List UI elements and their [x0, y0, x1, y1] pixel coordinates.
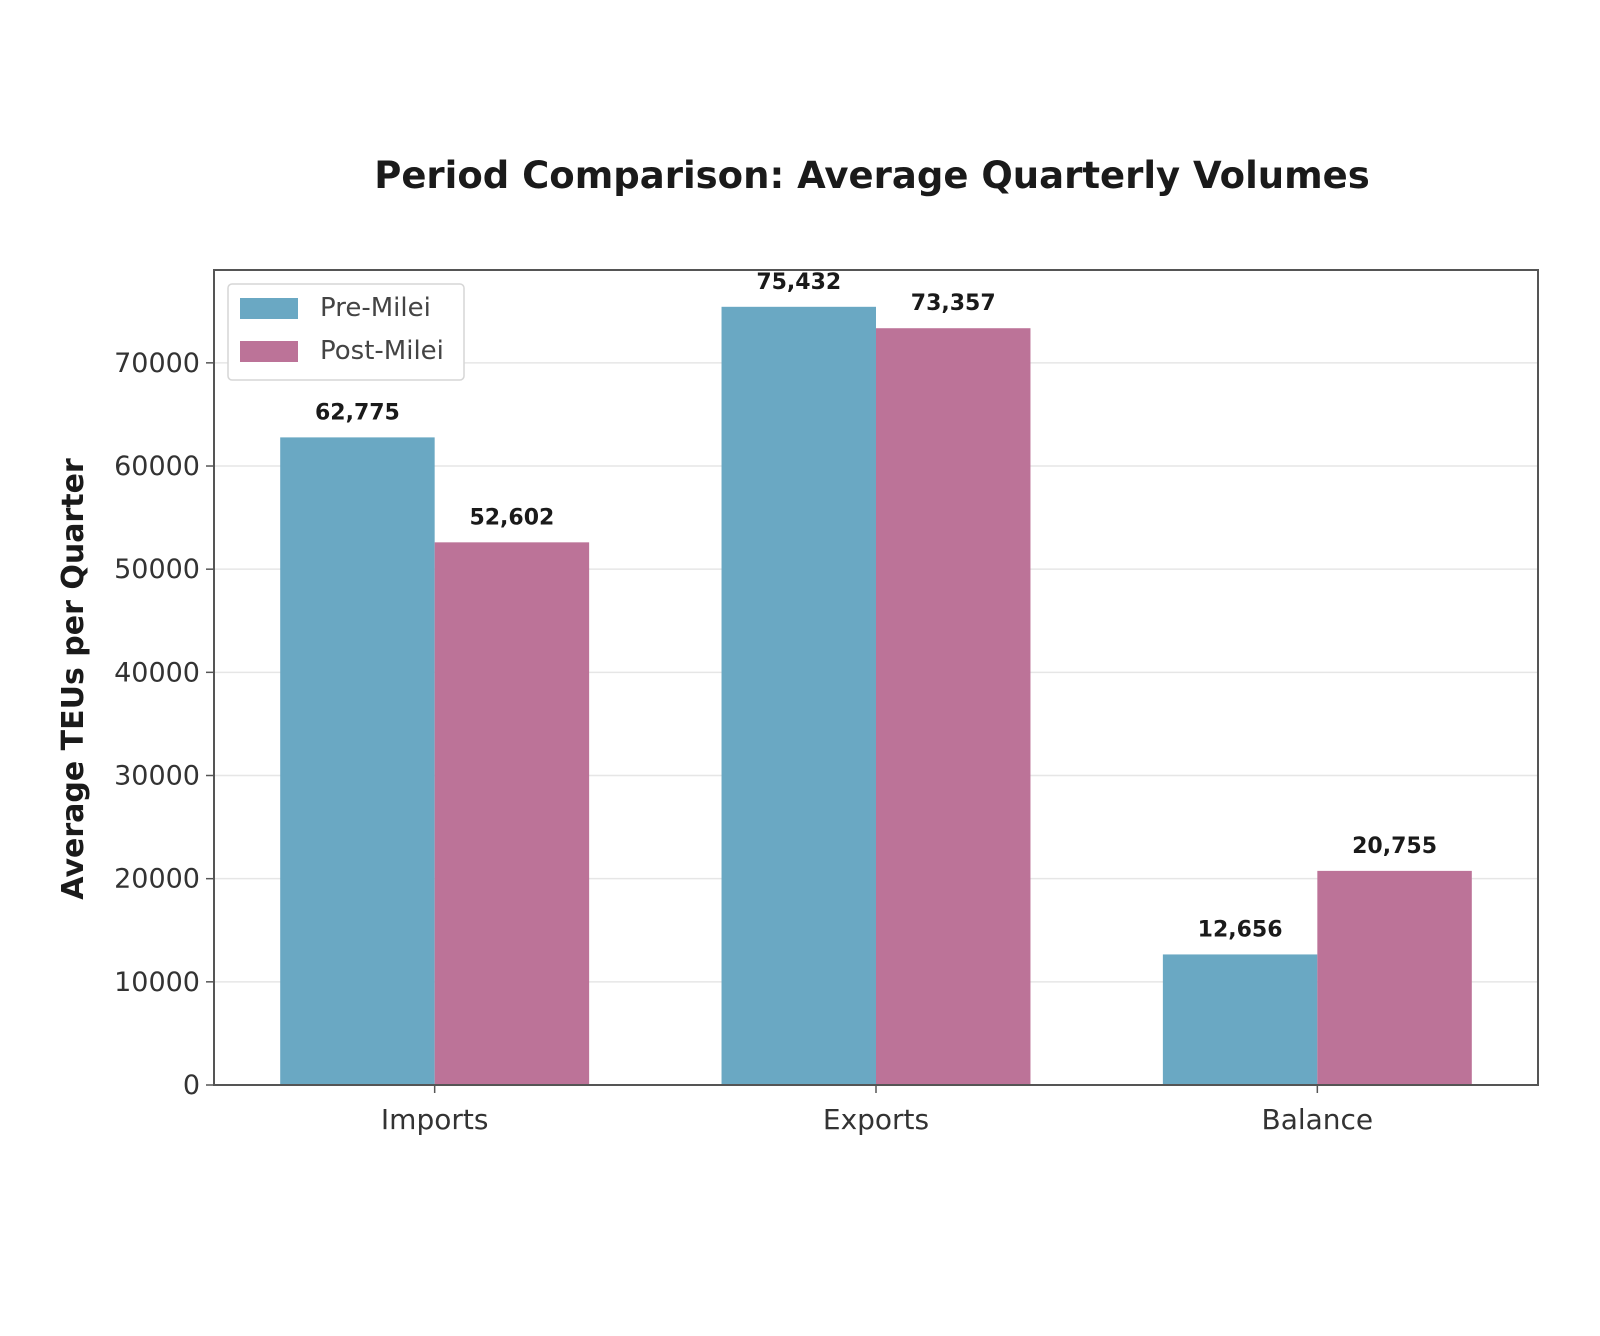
- bars: [280, 306, 1472, 1086]
- y-tick-label: 40000: [114, 657, 200, 688]
- chart-title: Period Comparison: Average Quarterly Vol…: [374, 154, 1370, 197]
- data-label: 52,602: [469, 505, 554, 530]
- y-tick-label: 70000: [114, 348, 200, 379]
- bar: [280, 437, 435, 1085]
- data-labels: 62,775 52,602 75,432 73,357 12,656 20,755: [315, 270, 1437, 943]
- y-axis-label: Average TEUs per Quarter: [56, 458, 91, 900]
- x-tick-label: Exports: [823, 1103, 929, 1136]
- bar: [876, 328, 1031, 1085]
- x-tick-label: Imports: [381, 1103, 489, 1136]
- data-label: 73,357: [911, 291, 996, 316]
- data-label: 62,775: [315, 400, 400, 425]
- y-tick-label: 30000: [114, 761, 200, 792]
- data-label: 12,656: [1198, 917, 1283, 942]
- x-axis-ticks: Imports Exports Balance: [381, 1085, 1373, 1136]
- bar: [1162, 954, 1318, 1085]
- legend: Pre-Milei Post-Milei: [227, 283, 465, 381]
- y-tick-label: 60000: [114, 451, 200, 482]
- x-tick-label: Balance: [1261, 1103, 1373, 1136]
- legend-swatch: [240, 298, 298, 319]
- y-tick-label: 20000: [114, 864, 200, 895]
- y-tick-label: 0: [183, 1070, 200, 1101]
- data-label: 20,755: [1352, 834, 1437, 859]
- legend-swatch: [240, 341, 298, 362]
- y-axis-ticks: 0 10000 20000 30000 40000 50000 60000 70000: [114, 348, 214, 1101]
- legend-label: Pre-Milei: [320, 293, 431, 323]
- bar: [721, 306, 876, 1086]
- y-tick-label: 50000: [114, 554, 200, 585]
- bar: [1317, 870, 1472, 1085]
- y-tick-label: 10000: [114, 967, 200, 998]
- legend-label: Post-Milei: [320, 336, 444, 366]
- data-label: 75,432: [756, 270, 841, 295]
- bar: [434, 542, 590, 1085]
